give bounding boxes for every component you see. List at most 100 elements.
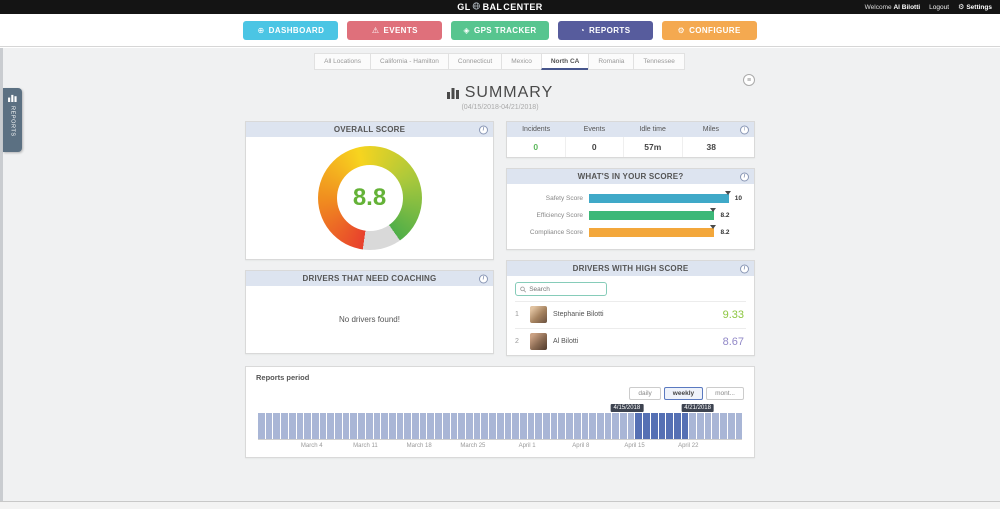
- tab-romania[interactable]: Romania: [588, 53, 635, 70]
- logout-link[interactable]: Logout: [929, 3, 950, 11]
- timeline-bar[interactable]: [566, 413, 573, 439]
- timeline-bar[interactable]: [427, 413, 435, 439]
- timeline-bar[interactable]: [342, 413, 350, 439]
- timeline-bar[interactable]: [512, 413, 519, 439]
- tab-north-ca[interactable]: North CA: [540, 53, 590, 70]
- tab-tennessee[interactable]: Tennessee: [633, 53, 685, 70]
- timeline-bar[interactable]: [419, 413, 427, 439]
- timeline-bar[interactable]: [350, 413, 358, 439]
- timeline-bar[interactable]: [404, 413, 412, 439]
- timeline-bar[interactable]: [435, 413, 442, 439]
- timeline-bar[interactable]: [335, 413, 342, 439]
- tab-connecticut[interactable]: Connecticut: [447, 53, 503, 70]
- timeline-bar[interactable]: [373, 413, 381, 439]
- timeline-bar[interactable]: [396, 413, 404, 439]
- timeline-bar[interactable]: [643, 413, 650, 439]
- timeline-bar[interactable]: [519, 413, 527, 439]
- timeline-bar[interactable]: [311, 413, 319, 439]
- timeline-bar[interactable]: [450, 413, 458, 439]
- timeline-bar[interactable]: [473, 413, 481, 439]
- timeline-bar[interactable]: [458, 413, 465, 439]
- timeline-bar[interactable]: [265, 413, 273, 439]
- timeline-bar[interactable]: [273, 413, 281, 439]
- timeline-bar[interactable]: [635, 413, 643, 439]
- timeline-bar[interactable]: [381, 413, 388, 439]
- nav-dashboard-button[interactable]: ⊕ DASHBOARD: [243, 20, 339, 40]
- timeline-bar[interactable]: [365, 413, 373, 439]
- nav-events-button[interactable]: ⚠ EVENTS: [347, 20, 443, 40]
- period-weekly-button[interactable]: weekly: [663, 387, 704, 400]
- timeline-bar[interactable]: [258, 413, 265, 439]
- timeline-bar[interactable]: [442, 413, 450, 439]
- timeline-bar[interactable]: [620, 413, 627, 439]
- timeline-bar[interactable]: [697, 413, 704, 439]
- timeline-bar[interactable]: [712, 413, 720, 439]
- tab-all-locations[interactable]: All Locations: [314, 53, 372, 70]
- timeline-bar[interactable]: [681, 413, 689, 439]
- timeline-bar[interactable]: [596, 413, 604, 439]
- timeline-bar[interactable]: [727, 413, 735, 439]
- timeline-bar[interactable]: [481, 413, 489, 439]
- timeline-bar[interactable]: [327, 413, 335, 439]
- stats-panel: Incidents Events Idle time Miles 0 0 57m…: [506, 121, 755, 158]
- search-input[interactable]: [529, 285, 602, 293]
- timeline-bar[interactable]: [666, 413, 673, 439]
- info-icon[interactable]: [740, 264, 749, 273]
- timeline-bar[interactable]: [489, 413, 496, 439]
- timeline-bar[interactable]: [689, 413, 697, 439]
- timeline-bar[interactable]: [604, 413, 612, 439]
- logo-text-mid: BAL: [482, 2, 503, 12]
- info-icon[interactable]: [740, 125, 749, 134]
- timeline-bar[interactable]: [465, 413, 473, 439]
- timeline-bar[interactable]: [581, 413, 589, 439]
- timeline-bar[interactable]: [304, 413, 311, 439]
- timeline-bar[interactable]: [704, 413, 712, 439]
- driver-list-item[interactable]: 1 Stephanie Bilotti 9.33: [515, 301, 746, 323]
- timeline-bar[interactable]: [319, 413, 327, 439]
- timeline-bar[interactable]: [527, 413, 535, 439]
- score-value: 10: [734, 195, 742, 202]
- info-icon[interactable]: [479, 274, 488, 283]
- timeline-bar[interactable]: [496, 413, 504, 439]
- timeline-bar[interactable]: [735, 413, 743, 439]
- high-score-panel: DRIVERS WITH HIGH SCORE 1 Steph: [506, 260, 755, 356]
- timeline-bar[interactable]: [288, 413, 296, 439]
- timeline-bar[interactable]: [658, 413, 666, 439]
- timeline-bar[interactable]: [558, 413, 566, 439]
- stat-value-events: 0: [566, 137, 624, 157]
- location-tabs: All Locations California - Hamilton Conn…: [245, 53, 755, 70]
- nav-reports-button[interactable]: ◔ REPORTS: [557, 20, 653, 40]
- tab-mexico[interactable]: Mexico: [501, 53, 542, 70]
- timeline-bar[interactable]: [627, 413, 635, 439]
- timeline-bar[interactable]: [589, 413, 596, 439]
- nav-configure-button[interactable]: ⚙ CONFIGURE: [661, 20, 757, 40]
- timeline-bar[interactable]: [412, 413, 419, 439]
- info-icon[interactable]: [740, 172, 749, 181]
- timeline-bar[interactable]: [573, 413, 581, 439]
- timeline-bar[interactable]: [281, 413, 288, 439]
- timeline-axis: March 4 March 11 March 18 March 25 April 1 Ap…: [258, 440, 742, 451]
- period-monthly-button[interactable]: mont...: [706, 387, 744, 400]
- period-daily-button[interactable]: daily: [629, 387, 661, 400]
- info-icon[interactable]: [479, 125, 488, 134]
- driver-list-item[interactable]: 2 Al Bilotti 8.67: [515, 328, 746, 350]
- reports-flap-label: REPORTS: [9, 106, 16, 137]
- timeline-axis-label: April 22: [678, 443, 699, 449]
- timeline-bar[interactable]: [296, 413, 304, 439]
- timeline-bar[interactable]: [650, 413, 658, 439]
- timeline-bar[interactable]: [612, 413, 620, 439]
- timeline-bar[interactable]: [535, 413, 543, 439]
- tab-california-hamilton[interactable]: California - Hamilton: [370, 53, 449, 70]
- timeline-bar[interactable]: [673, 413, 681, 439]
- nav-gps-tracker-button[interactable]: ◈ GPS TRACKER: [451, 20, 549, 40]
- reports-side-flap[interactable]: REPORTS: [3, 88, 22, 152]
- timeline-bar[interactable]: [504, 413, 512, 439]
- timeline-bar[interactable]: [550, 413, 558, 439]
- timeline-bar[interactable]: [720, 413, 727, 439]
- chart-context-menu-icon[interactable]: ≡: [743, 74, 755, 86]
- timeline-bar[interactable]: [358, 413, 365, 439]
- settings-link[interactable]: ⚙ Settings: [958, 3, 992, 12]
- timeline-bar[interactable]: [543, 413, 550, 439]
- timeline-bar[interactable]: [388, 413, 396, 439]
